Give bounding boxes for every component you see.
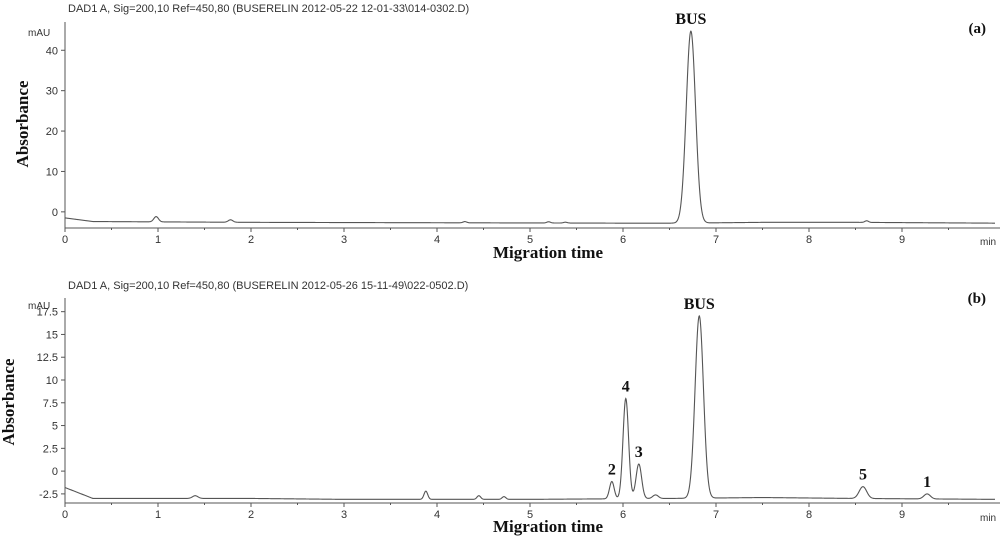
panel-b-y-label: Absorbance xyxy=(0,358,18,445)
panel-b-x-tick-label: 1 xyxy=(155,509,161,521)
panel-a-label: (a) xyxy=(969,21,987,37)
panel-b-y-tick-label: 12.5 xyxy=(37,352,58,364)
panel-b-x-tick-label: 0 xyxy=(62,509,68,521)
panel-a-y-tick-label: 20 xyxy=(46,126,58,138)
panel-b-x-tick-label: 6 xyxy=(620,509,626,521)
panel-a-y-tick-label: 40 xyxy=(46,45,58,57)
panel-b-y-tick-label: 0 xyxy=(52,466,58,478)
panel-b-y-tick-label: -2.5 xyxy=(39,489,58,501)
panel-b-x-tick-label: 9 xyxy=(899,509,905,521)
panel-b-peak-label-3: 3 xyxy=(635,444,643,461)
panel-b-y-tick-label: 15 xyxy=(46,329,58,341)
panel-b-peak-label-4: 4 xyxy=(622,379,630,396)
panel-b-y-tick-label: 5 xyxy=(52,421,58,433)
panel-b-label: (b) xyxy=(968,291,986,307)
panel-a-peak-label-bus: BUS xyxy=(675,11,706,28)
panel-b: DAD1 A, Sig=200,10 Ref=450,80 (BUSERELIN… xyxy=(0,280,1000,536)
panel-a-x-label: Migration time xyxy=(493,243,603,262)
panel-b-x-tick-label: 5 xyxy=(527,509,533,521)
panel-b-x-tick-label: 3 xyxy=(341,509,347,521)
panel-a-x-tick-label: 1 xyxy=(155,234,161,246)
panel-b-peak-label-5: 5 xyxy=(859,467,867,484)
panel-a-y-unit: mAU xyxy=(28,28,50,39)
panel-b-header: DAD1 A, Sig=200,10 Ref=450,80 (BUSERELIN… xyxy=(68,280,468,292)
panel-b-x-tick-label: 2 xyxy=(248,509,254,521)
panel-b-trace-line xyxy=(64,314,996,500)
panel-a-x-tick-label: 5 xyxy=(527,234,533,246)
panel-a-x-tick-label: 7 xyxy=(713,234,719,246)
panel-b-y-tick-label: 10 xyxy=(46,375,58,387)
panel-b-peak-label-bus: BUS xyxy=(684,296,715,313)
panel-b-x-unit: min xyxy=(980,513,996,524)
panel-a-x-tick-label: 9 xyxy=(899,234,905,246)
panel-b-y-unit: mAU xyxy=(28,301,50,312)
panel-a-y-label: Absorbance xyxy=(13,80,32,167)
panel-a-trace-line xyxy=(64,30,995,224)
panel-b-y-tick-label: 7.5 xyxy=(43,398,58,410)
panel-a-x-tick-label: 6 xyxy=(620,234,626,246)
panel-a: DAD1 A, Sig=200,10 Ref=450,80 (BUSERELIN… xyxy=(13,3,1000,262)
panel-a-x-unit: min xyxy=(980,237,996,248)
panel-b-x-tick-label: 8 xyxy=(806,509,812,521)
panel-b-y-tick-label: 2.5 xyxy=(43,443,58,455)
panel-a-y-tick-label: 0 xyxy=(52,207,58,219)
panel-b-x-tick-label: 7 xyxy=(713,509,719,521)
panel-a-x-tick-label: 3 xyxy=(341,234,347,246)
panel-a-y-tick-label: 10 xyxy=(46,166,58,178)
panel-a-y-tick-label: 30 xyxy=(46,86,58,98)
panel-a-header: DAD1 A, Sig=200,10 Ref=450,80 (BUSERELIN… xyxy=(68,3,469,15)
panel-b-peak-label-1: 1 xyxy=(923,474,931,491)
panel-a-x-tick-label: 0 xyxy=(62,234,68,246)
panel-b-y-tick-label: 17.5 xyxy=(37,307,58,319)
panel-a-x-tick-label: 2 xyxy=(248,234,254,246)
panel-b-x-label: Migration time xyxy=(493,517,603,536)
panel-a-x-tick-label: 8 xyxy=(806,234,812,246)
panel-b-x-tick-label: 4 xyxy=(434,509,440,521)
panel-a-x-tick-label: 4 xyxy=(434,234,440,246)
panel-b-peak-label-2: 2 xyxy=(608,462,616,479)
